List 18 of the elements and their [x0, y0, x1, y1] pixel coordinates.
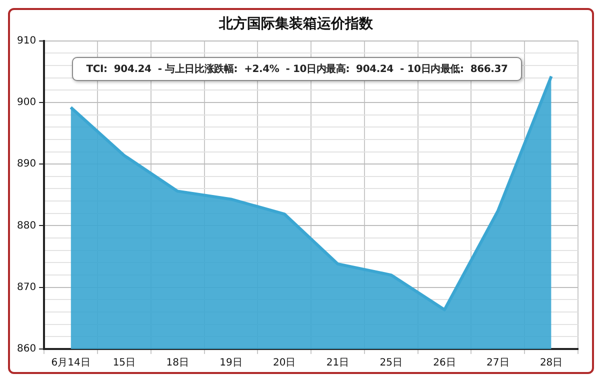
x-tick-label: 26日	[433, 358, 456, 369]
y-tick-label: 910	[16, 35, 36, 46]
x-tick-label: 6月14日	[51, 358, 90, 369]
y-tick-label: 860	[16, 344, 36, 355]
x-tick-label: 15日	[112, 358, 136, 369]
x-tick-label: 19日	[220, 358, 242, 369]
y-tick-label: 880	[16, 220, 36, 232]
x-tick-label: 21日	[326, 358, 350, 369]
x-tick-label: 25日	[380, 358, 402, 369]
x-tick-label: 28日	[540, 358, 563, 369]
callout-box: TCI: 904.24 - 与上日比涨跌幅: +2.4% - 10日内最高: 904.24 - 10日内最低: 866.37	[72, 57, 522, 81]
x-tick-label: 27日	[486, 358, 510, 369]
x-tick-label: 20日	[272, 358, 296, 369]
x-tick-label: 18日	[166, 358, 189, 369]
chart-title: 北方国际集装箱运价指数	[218, 15, 374, 32]
y-tick-label: 870	[16, 282, 36, 293]
y-tick-label: 900	[16, 97, 36, 108]
y-tick-label: 890	[16, 158, 36, 170]
